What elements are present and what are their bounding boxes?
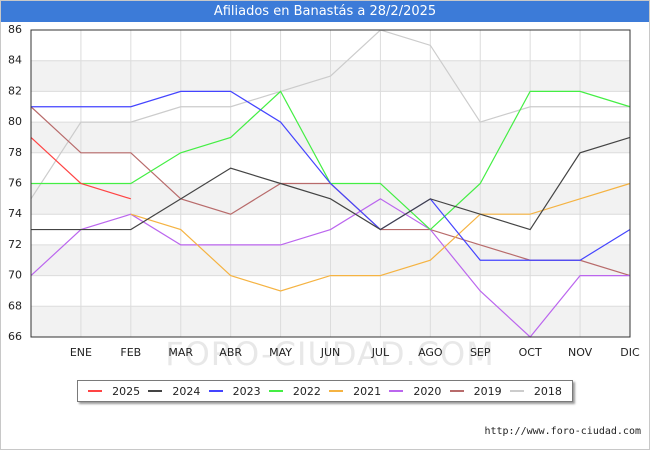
x-tick-label: OCT [519,346,542,359]
x-tick-label: SEP [470,346,491,359]
series-line-2025 [30,137,132,200]
y-tick-label: 72 [8,238,22,251]
legend-swatch [389,390,404,392]
y-tick-label: 66 [8,330,22,343]
legend-label: 2020 [413,384,442,398]
y-tick-label: 74 [8,207,22,220]
y-tick-label: 86 [8,23,22,36]
legend-label: 2021 [353,384,382,398]
x-tick-label: AGO [418,346,443,359]
y-axis-ticks: 66 68 70 72 74 76 78 80 82 84 86 [8,23,22,343]
legend-label: 2025 [112,384,141,398]
x-tick-label: ABR [219,346,242,359]
legend-item-2023: 2023 [208,384,261,398]
plot-border [30,29,631,338]
legend: 2025 2024 2023 2022 2021 2020 2019 2018 [77,380,573,402]
series-line-2024 [31,136,631,231]
y-tick-label: 68 [8,299,22,312]
x-tick-label: DIC [620,346,640,359]
series-line-2021 [130,182,631,292]
legend-label: 2023 [232,384,261,398]
legend-swatch [449,390,464,392]
legend-swatch [88,390,103,392]
legend-swatch [148,390,163,392]
legend-swatch [509,390,524,392]
x-tick-label: ENE [70,346,92,359]
y-tick-label: 78 [8,146,22,159]
legend-item-2024: 2024 [148,385,200,398]
legend-label: 2024 [172,384,201,398]
legend-label: 2018 [533,384,562,398]
legend-item-2021: 2021 [329,385,381,398]
series-line-2018 [30,29,630,200]
legend-swatch [268,390,283,392]
legend-label: 2019 [473,384,502,398]
x-tick-label: MAY [269,346,292,359]
x-tick-label: MAR [168,346,193,359]
watermark: FORO-CIUDAD.COM [165,335,495,373]
x-tick-label: JUN [320,346,341,359]
x-axis-ticks: ENE FEB MAR ABR MAY JUN JUL AGO SEP OCT NOV DIC [70,346,640,359]
legend-item-2022: 2022 [268,384,321,398]
legend-item-2019: 2019 [449,384,502,398]
legend-swatch [208,390,223,392]
y-tick-label: 84 [8,54,22,67]
legend-item-2020: 2020 [389,385,441,398]
chart-title: Afiliados en Banastás a 28/2/2025 [1,1,649,22]
legend-item-2018: 2018 [509,384,562,398]
legend-label: 2022 [292,384,321,398]
y-tick-label: 70 [8,269,22,282]
x-tick-label: NOV [568,346,593,359]
plot-series [30,29,631,338]
y-tick-label: 82 [8,84,22,97]
y-tick-label: 76 [8,177,22,190]
legend-swatch [329,390,344,392]
series-line-2023 [31,90,631,261]
legend-item-2025: 2025 [88,385,140,398]
footer-url: http://www.foro-ciudad.com [484,426,641,437]
y-tick-label: 80 [8,115,22,128]
x-tick-label: JUL [371,346,390,359]
x-tick-label: FEB [120,346,141,359]
